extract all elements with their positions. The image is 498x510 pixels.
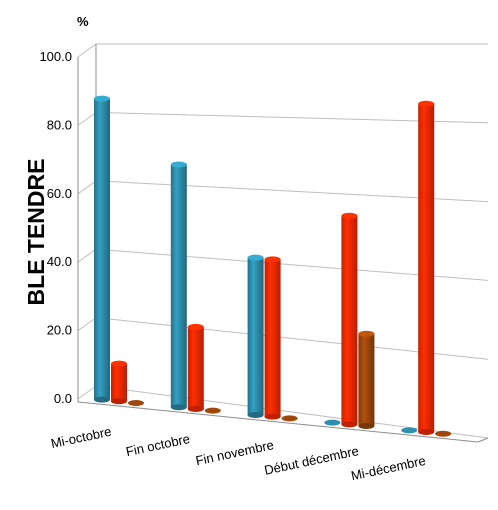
bar-top: [418, 100, 435, 107]
bar-base: [247, 411, 264, 418]
y-tick-label: 20.0: [47, 323, 72, 338]
bar: [264, 256, 281, 420]
bar-top: [358, 330, 375, 337]
bar-zero-disk: [281, 415, 298, 422]
bar-body: [247, 257, 264, 415]
bar: [187, 323, 204, 412]
bar: [341, 212, 358, 428]
x-tick-label: Mi-décembre: [350, 453, 427, 483]
bar: [435, 430, 452, 437]
x-tick-label: Mi-octobre: [49, 424, 112, 451]
side-gridline: [77, 385, 97, 400]
bar-top: [247, 254, 264, 261]
x-tick-label: Fin octobre: [124, 431, 191, 459]
bar-body: [358, 333, 375, 427]
bar: [111, 360, 127, 405]
bar-body: [187, 326, 204, 409]
y-tick-labels: 0.0 20.0 40.0 60.0 80.0 100.0: [39, 49, 72, 406]
bar: [401, 427, 418, 434]
bar: [324, 419, 341, 426]
bar-top: [187, 323, 204, 330]
bar-top: [341, 212, 358, 219]
bar-zero-disk: [401, 427, 418, 434]
bar-body: [111, 363, 127, 402]
bar-base: [264, 413, 281, 420]
bar: [170, 161, 187, 411]
bar-body: [94, 98, 110, 400]
x-tick-label: Début décembre: [263, 443, 360, 478]
bar-body: [170, 164, 187, 408]
y-tick-label: 80.0: [47, 117, 72, 132]
side-gridline: [77, 111, 97, 126]
y-tick-label: 100.0: [39, 49, 72, 64]
bar-body: [418, 103, 435, 433]
unit-label: %: [77, 14, 89, 29]
side-gridline: [77, 43, 97, 58]
bar: [247, 254, 264, 418]
y-tick-label: 40.0: [47, 254, 72, 269]
bar: [281, 415, 298, 422]
bar-base: [170, 404, 187, 411]
bar-base: [111, 398, 127, 405]
floor-right-edge: [477, 437, 489, 443]
bar-base: [187, 405, 204, 412]
bar-top: [94, 95, 110, 102]
bar: [94, 95, 110, 403]
bar-base: [341, 421, 358, 428]
bar-zero-disk: [435, 430, 452, 437]
bar: [358, 330, 375, 430]
bar-base: [94, 396, 110, 403]
side-gridline: [77, 248, 97, 263]
side-gridline: [77, 180, 97, 195]
bar: [128, 400, 144, 406]
bar-top: [264, 256, 281, 263]
bar: [418, 100, 435, 436]
bar-top: [170, 161, 187, 168]
y-axis-label: BLE TENDRE: [23, 159, 49, 306]
bars: [94, 95, 452, 437]
bar-body: [264, 259, 281, 417]
bar: [204, 407, 221, 414]
y-tick-label: 0.0: [54, 391, 72, 406]
bar-zero-disk: [324, 419, 341, 426]
bar-zero-disk: [204, 407, 221, 414]
y-tick-label: 60.0: [47, 186, 72, 201]
side-gridline: [77, 317, 97, 332]
bar-base: [418, 429, 435, 436]
bar-zero-disk: [128, 400, 144, 406]
bar-top: [111, 360, 127, 367]
bar-base: [358, 423, 375, 430]
bar-body: [341, 215, 358, 425]
x-axis-line: [77, 401, 479, 443]
